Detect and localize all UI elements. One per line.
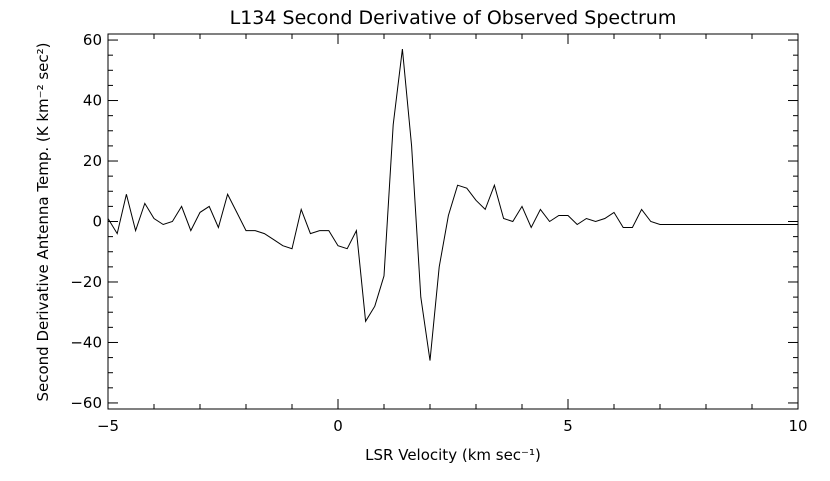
x-tick-label: 10: [788, 417, 807, 435]
x-axis-label: LSR Velocity (km sec⁻¹): [365, 446, 541, 464]
y-tick-label: 40: [83, 92, 102, 110]
plot-frame: [107, 33, 799, 410]
y-tick-label: 0: [92, 213, 102, 231]
x-tick-label: 5: [563, 417, 573, 435]
axis-ticks: [107, 34, 799, 409]
tick-labels: −5 0 5 10 −60 −40 −20 0 20 40 60: [70, 31, 807, 435]
x-tick-label: 0: [333, 417, 343, 435]
y-tick-label: −40: [70, 333, 102, 351]
chart-title: L134 Second Derivative of Observed Spect…: [230, 7, 677, 29]
y-tick-label: 60: [83, 31, 102, 49]
y-axis-label: Second Derivative Antenna Temp. (K km⁻² …: [34, 42, 52, 401]
y-tick-label: 20: [83, 152, 102, 170]
y-tick-label: −60: [70, 394, 102, 412]
series-line: [107, 49, 798, 361]
y-tick-label: −20: [70, 273, 102, 291]
x-tick-label: −5: [97, 417, 119, 435]
